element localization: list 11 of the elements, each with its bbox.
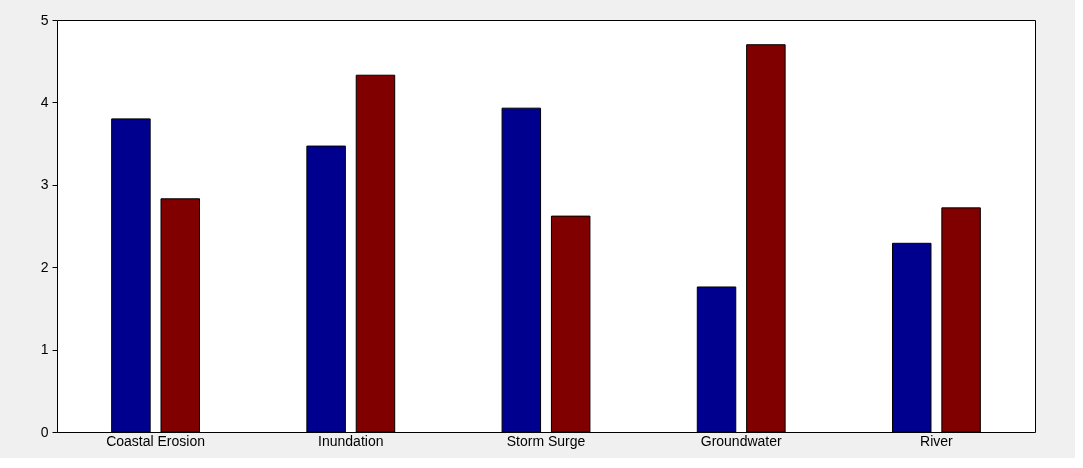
y-tick-label: 2	[40, 258, 49, 275]
x-tick-label: Storm Surge	[506, 432, 586, 449]
y-tick-label: 4	[40, 93, 49, 110]
y-tick-label: 1	[40, 341, 49, 358]
x-tick-label: Groundwater	[700, 432, 783, 449]
x-tick-label: Coastal Erosion	[106, 432, 205, 449]
x-tick-label: River	[920, 432, 954, 449]
x-tick-label: Inundation	[318, 432, 384, 449]
y-tick-label: 3	[40, 176, 49, 193]
y-tick-label: 0	[40, 423, 49, 440]
y-tick-label: 5	[40, 11, 49, 28]
